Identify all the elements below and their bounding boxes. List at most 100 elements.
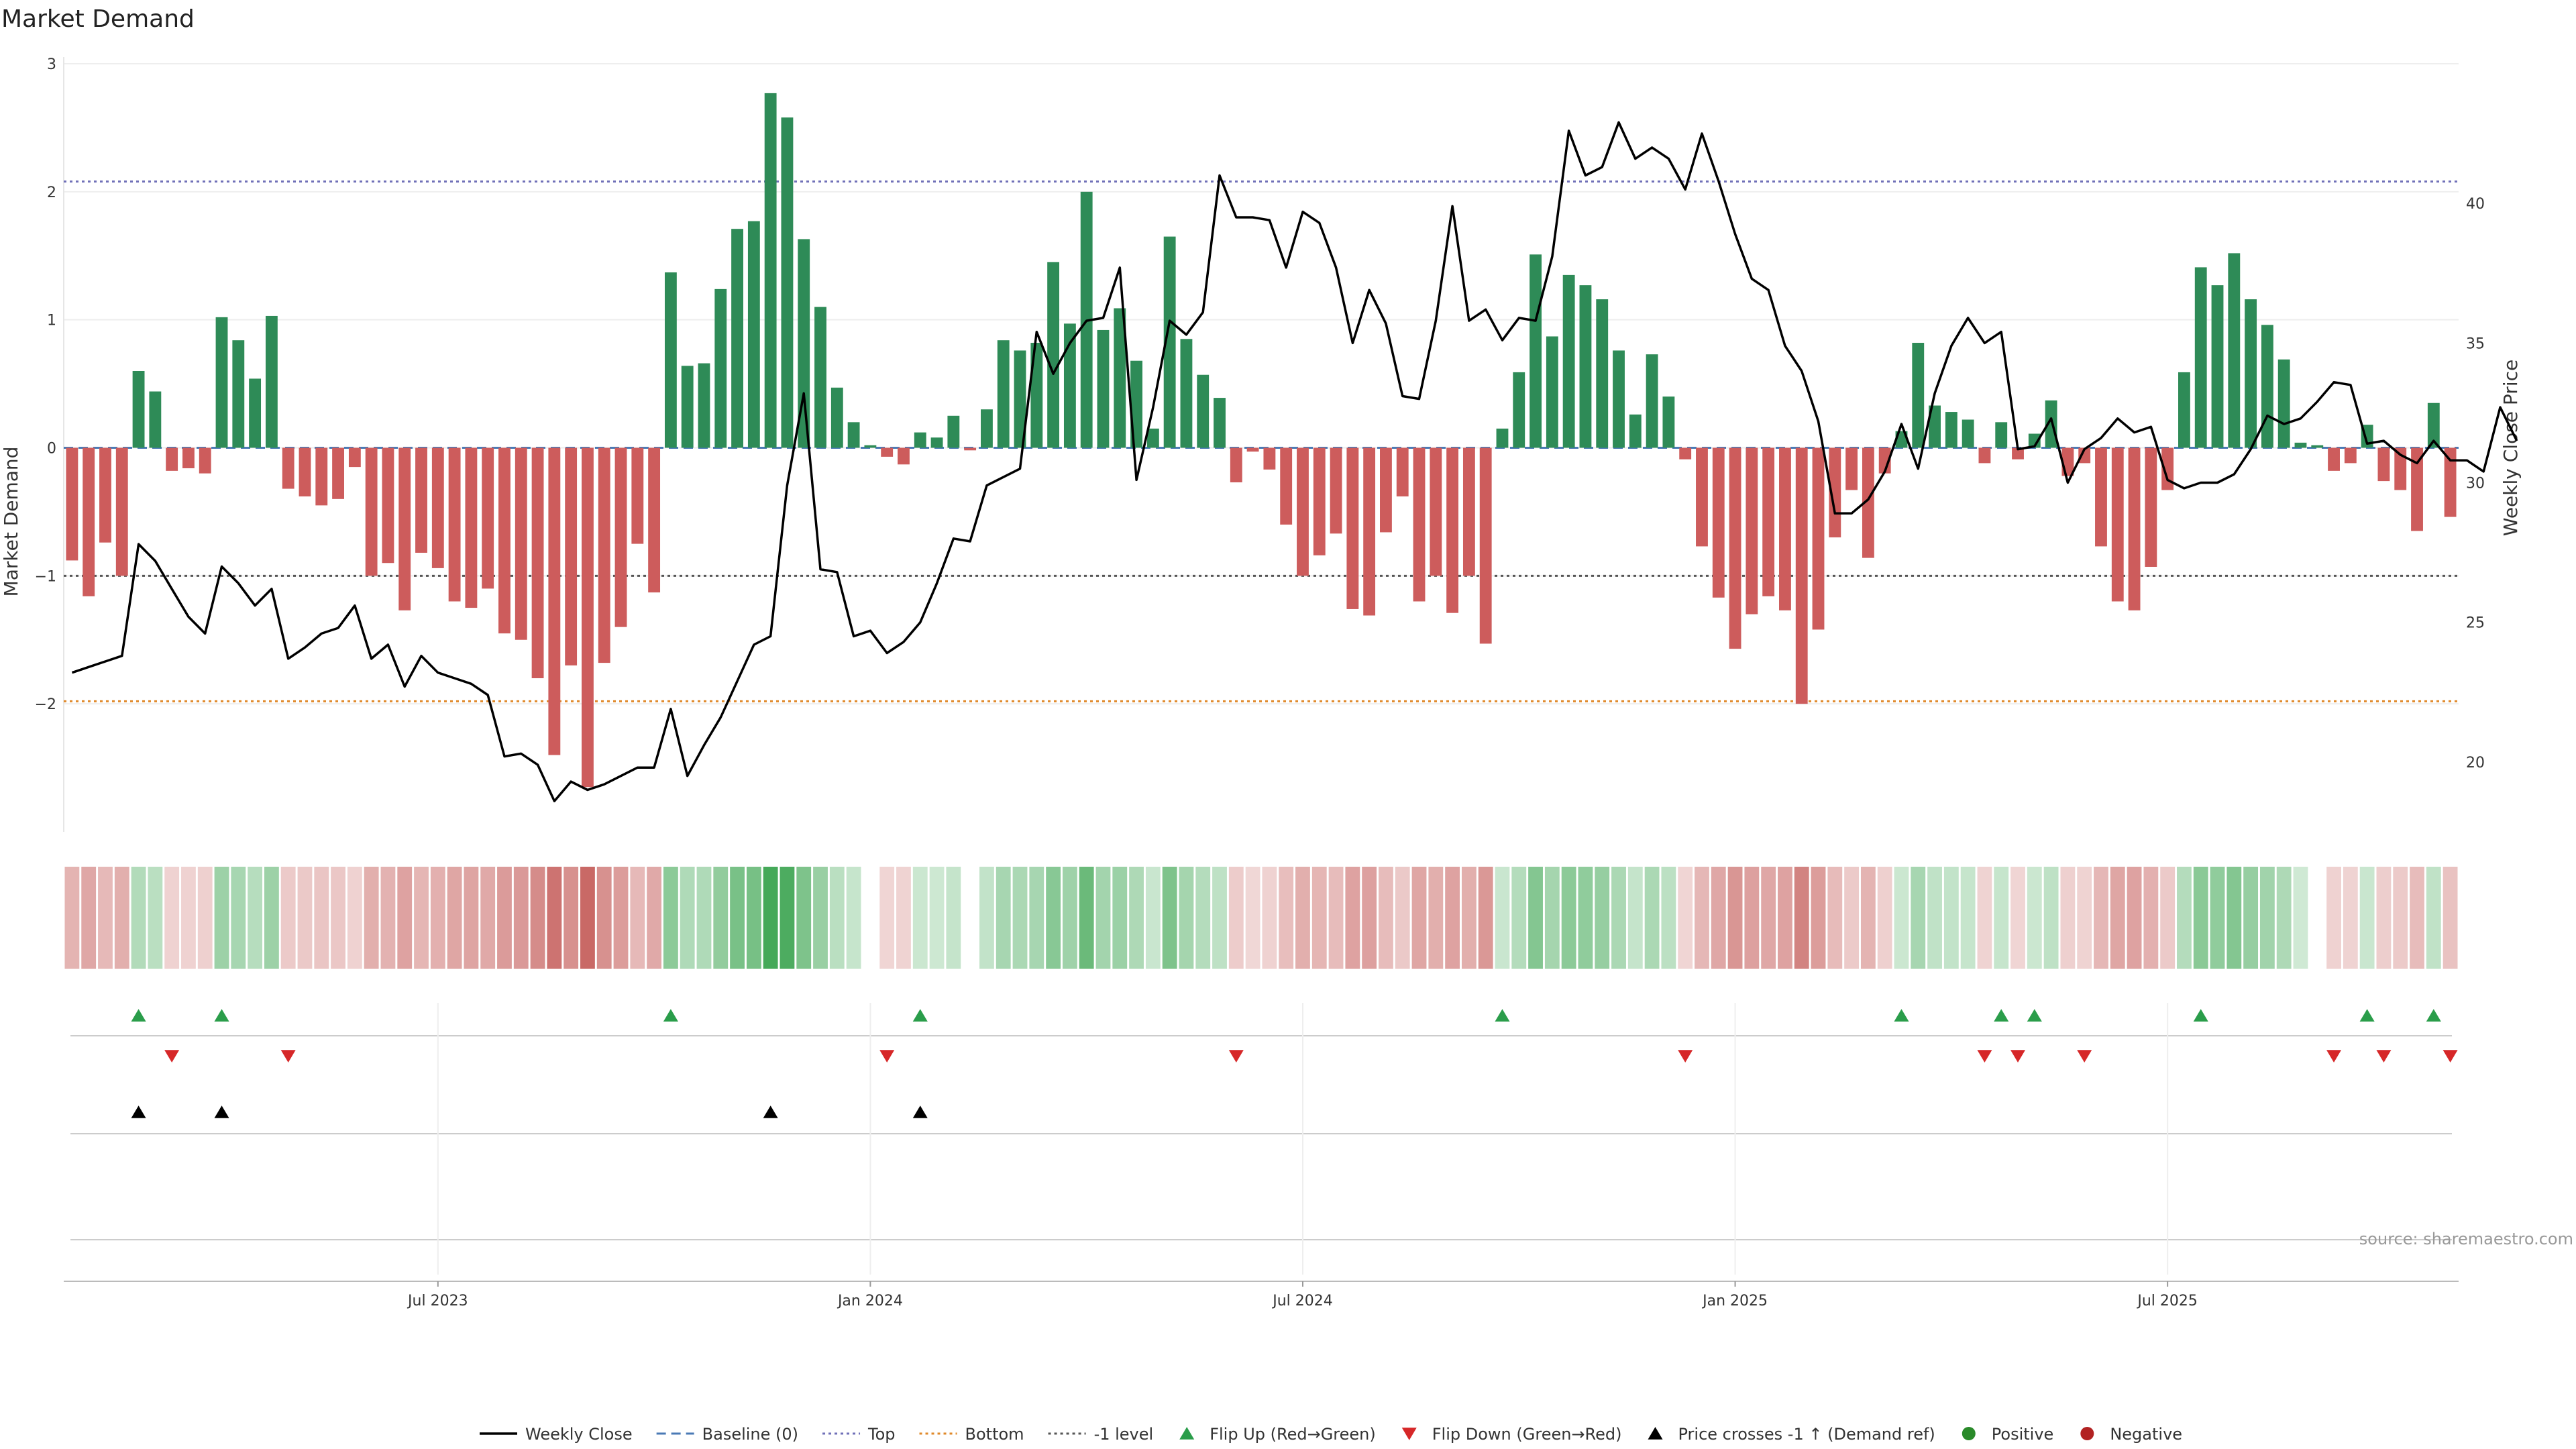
demand-bar-negative — [1297, 447, 1309, 576]
heat-cell-negative — [513, 867, 529, 969]
demand-bar-negative — [1330, 447, 1342, 534]
flip-down-marker — [2443, 1050, 2458, 1063]
demand-bar-negative — [1862, 447, 1874, 558]
heat-cell-negative — [1744, 867, 1760, 969]
y-right-tick-label: 35 — [2466, 335, 2485, 352]
heat-cell-negative — [2343, 867, 2358, 969]
legend-item: Negative — [2080, 1425, 2182, 1444]
heat-cell-negative — [2010, 867, 2025, 969]
demand-bar-negative — [299, 447, 311, 497]
heat-cell-positive — [2193, 867, 2208, 969]
legend-item: Price crosses -1 ↑ (Demand ref) — [1648, 1425, 1935, 1444]
heat-cell-negative — [397, 867, 413, 969]
demand-bar-negative — [1729, 447, 1741, 649]
demand-bar-negative — [448, 447, 461, 602]
heat-cell-positive — [248, 867, 263, 969]
demand-bar-negative — [1779, 447, 1791, 610]
heat-cell-positive — [1195, 867, 1211, 969]
demand-bar-negative — [1313, 447, 1326, 555]
heat-cell-negative — [1695, 867, 1709, 969]
legend-label: Bottom — [965, 1425, 1024, 1444]
heat-cell-negative — [414, 867, 429, 969]
demand-bar-negative — [2411, 447, 2423, 531]
heat-cell-negative — [2376, 867, 2392, 969]
legend-label: Top — [867, 1425, 896, 1444]
heat-cell-negative — [1461, 867, 1477, 969]
heat-cell-negative — [197, 867, 213, 969]
demand-bar-positive — [1014, 350, 1026, 448]
demand-bar-positive — [930, 437, 943, 448]
demand-bar-negative — [881, 447, 894, 457]
demand-bar-positive — [2045, 400, 2057, 448]
axis-ticks: 3 2 1 0 −1 −2 40 35 30 25 20 — [35, 56, 2485, 771]
demand-bar-positive — [1912, 343, 1925, 448]
demand-bar-negative — [99, 447, 111, 543]
heat-cell-negative — [2410, 867, 2424, 969]
demand-bar-positive — [814, 307, 826, 448]
heat-cell-negative — [98, 867, 113, 969]
demand-bar-positive — [698, 363, 710, 448]
flip-down-marker — [2376, 1050, 2392, 1063]
heat-cell-negative — [1827, 867, 1843, 969]
heat-cell-positive — [2177, 867, 2192, 969]
heat-cell-negative — [1279, 867, 1294, 969]
heat-cell-positive — [996, 867, 1011, 969]
demand-bar-positive — [2178, 372, 2190, 448]
heat-cell-negative — [1778, 867, 1792, 969]
heat-cell-negative — [1478, 867, 1493, 969]
demand-bar-negative — [182, 447, 195, 469]
heat-cell-positive — [813, 867, 828, 969]
heat-cell-negative — [1245, 867, 1260, 969]
demand-bar-positive — [2277, 359, 2290, 448]
demand-bar-positive — [1529, 254, 1542, 448]
demand-bar-positive — [1496, 428, 1509, 448]
legend-label: Flip Up (Red→Green) — [1210, 1425, 1376, 1444]
heat-cell-negative — [564, 867, 579, 969]
demand-bar-negative — [66, 447, 78, 561]
demand-bar-positive — [1995, 422, 2008, 448]
heat-cell-positive — [696, 867, 712, 969]
legend-item: Flip Down (Green→Red) — [1401, 1425, 1622, 1444]
flip-up-marker — [2193, 1009, 2208, 1022]
demand-bar-positive — [2228, 253, 2241, 448]
chart-title: Market Demand — [1, 5, 195, 33]
y-right-tick-label: 40 — [2466, 196, 2485, 213]
y-axis-label-right: Weekly Close Price — [2500, 360, 2522, 536]
demand-bar-negative — [1878, 447, 1891, 474]
heat-cell-positive — [2359, 867, 2375, 969]
heat-cell-negative — [1727, 867, 1743, 969]
legend-symbol — [1401, 1428, 1417, 1440]
heat-cell-positive — [2043, 867, 2059, 969]
heat-cell-positive — [929, 867, 945, 969]
legend-symbol — [2080, 1427, 2094, 1440]
demand-bar-positive — [1513, 372, 1525, 448]
legend-item: Bottom — [919, 1425, 1024, 1444]
demand-bar-negative — [1380, 447, 1392, 533]
demand-bar-negative — [1978, 447, 1991, 464]
heat-cell-negative — [1262, 867, 1277, 969]
legend-item: -1 level — [1048, 1425, 1153, 1444]
x-tick-label: Jul 2023 — [407, 1293, 468, 1309]
heat-cell-positive — [1611, 867, 1626, 969]
demand-bar-negative — [115, 447, 128, 576]
demand-bar-positive — [1047, 262, 1060, 448]
demand-bar-positive — [1197, 374, 1210, 448]
demand-bar-negative — [382, 447, 394, 564]
heat-cell-negative — [347, 867, 362, 969]
heat-cell-negative — [1345, 867, 1360, 969]
demand-bar-negative — [348, 447, 361, 468]
heat-cell-negative — [314, 867, 329, 969]
heat-cell-negative — [1445, 867, 1460, 969]
demand-bar-positive — [764, 93, 777, 448]
demand-bar-positive — [1562, 274, 1575, 448]
x-tick-label: Jan 2024 — [837, 1293, 903, 1309]
heat-cell-positive — [1029, 867, 1044, 969]
legend-item: Weekly Close — [480, 1425, 633, 1444]
demand-bar-negative — [1829, 447, 1841, 538]
heat-cell-negative — [580, 867, 595, 969]
demand-bar-negative — [465, 447, 478, 608]
heat-cell-negative — [1678, 867, 1693, 969]
demand-bar-negative — [1746, 447, 1758, 614]
demand-bar-negative — [2161, 447, 2174, 490]
heat-cell-positive — [1894, 867, 1909, 969]
